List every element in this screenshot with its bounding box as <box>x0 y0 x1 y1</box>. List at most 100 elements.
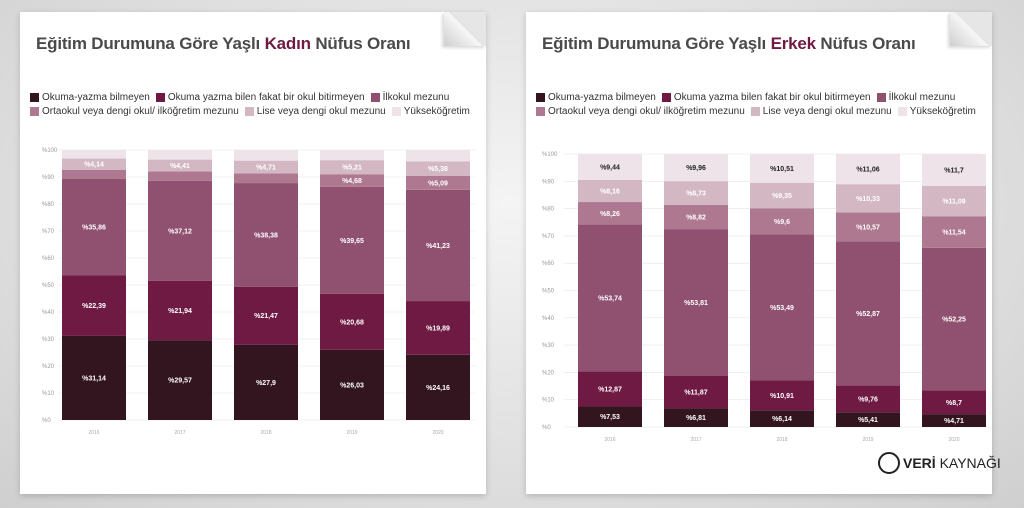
y-tick-label: %40 <box>42 310 55 316</box>
bar-segment <box>320 174 384 187</box>
legend-label: Okuma yazma bilen fakat bir okul bitirme… <box>167 92 365 103</box>
bar-segment <box>836 241 900 386</box>
bar-segment <box>148 180 212 281</box>
bar-data-label: %38,38 <box>254 232 278 239</box>
bar-data-label: %4,14 <box>84 162 104 169</box>
legend-female: Okuma-yazma bilmeyen Okuma yazma bilen fa… <box>30 92 480 117</box>
legend-label: Ortaokul veya dengi okul/ ilköğretim mez… <box>42 106 239 117</box>
title-highlight: Erkek <box>770 34 817 53</box>
x-category-label: 2017 <box>690 437 701 443</box>
bar-segment <box>234 183 298 287</box>
bar-data-label: %11,7 <box>944 167 964 174</box>
bar-segment <box>62 178 126 276</box>
stacked-bar-chart-female: %0 %10 %20 %30 %40 %50 %60 %70 %80 %90 %100 %31,14%… <box>42 148 475 436</box>
bar-data-label: %26,03 <box>340 382 364 389</box>
bar-data-label: %21,94 <box>168 308 192 315</box>
bar-data-label: %10,33 <box>856 196 880 203</box>
x-category-label: 2016 <box>604 437 615 443</box>
bar-segment <box>406 301 470 355</box>
title-highlight: Kadın <box>264 34 311 53</box>
y-tick-label: %50 <box>542 289 555 295</box>
y-tick-label: %80 <box>42 202 55 208</box>
legend-item: Yükseköğretim <box>391 106 470 117</box>
x-category-label: 2016 <box>88 430 99 436</box>
bar-data-label: %8,16 <box>600 188 620 195</box>
bar-data-label: %11,54 <box>942 229 965 236</box>
bar-data-label: %8,7 <box>946 400 962 407</box>
bar-data-label: %53,49 <box>770 305 794 312</box>
bar-data-label: %5,09 <box>428 180 448 187</box>
bar-data-label: %5,41 <box>858 417 878 424</box>
bar-data-label: %27,9 <box>256 380 276 387</box>
legend-swatch <box>876 93 886 102</box>
y-tick-label: %80 <box>542 207 555 213</box>
y-tick-label: %60 <box>42 256 55 262</box>
bar-data-label: %12,87 <box>598 386 622 393</box>
bar-data-label: %4,71 <box>944 418 964 425</box>
bar-data-label: %6,81 <box>686 415 706 422</box>
legend-label: Yükseköğretim <box>909 106 976 117</box>
legend-item: Lise veya dengi okul mezunu <box>750 106 892 117</box>
veri-kaynagi-logo: VERİ KAYNAĞI <box>878 452 1001 474</box>
legend-swatch <box>391 107 401 116</box>
y-tick-label: %90 <box>42 175 55 181</box>
bar-segment <box>406 176 470 190</box>
bar-segment <box>62 335 126 420</box>
y-tick-label: %50 <box>42 283 55 289</box>
logo-ring-icon <box>878 452 900 474</box>
x-category-label: 2020 <box>432 430 443 436</box>
bar-segment <box>836 184 900 213</box>
bar-segment <box>836 154 900 185</box>
y-tick-label: %10 <box>542 398 555 404</box>
bar-data-label: %31,14 <box>82 375 106 382</box>
bar-data-label: %4,68 <box>342 178 362 185</box>
chart-title-female: Eğitim Durumuna Göre Yaşlı Kadın Nüfus O… <box>36 34 411 54</box>
legend-label: İlkokul mezunu <box>382 92 450 103</box>
bar-data-label: %29,57 <box>168 378 192 385</box>
bar-data-label: %10,57 <box>856 224 880 231</box>
legend-label: Okuma-yazma bilmeyen <box>42 92 150 103</box>
bar-segment <box>320 160 384 175</box>
bar-segment <box>406 354 470 420</box>
bar-segment <box>406 189 470 302</box>
bar-data-label: %11,06 <box>856 167 879 174</box>
bar-segment <box>406 161 470 177</box>
bar-segment <box>234 150 298 161</box>
bar-segment <box>750 234 814 381</box>
bar-segment <box>836 385 900 413</box>
bar-data-label: %8,73 <box>686 191 706 198</box>
bar-data-label: %52,87 <box>856 311 880 318</box>
bar-data-label: %19,89 <box>426 325 450 332</box>
bar-segment <box>750 380 814 411</box>
title-suffix: Nüfus Oranı <box>310 34 411 53</box>
page-curl-decoration <box>950 12 992 46</box>
bar-data-label: %22,39 <box>82 303 106 310</box>
bar-segment <box>320 186 384 294</box>
bar-segment <box>664 408 728 427</box>
legend-swatch <box>661 93 671 102</box>
chart-title-male: Eğitim Durumuna Göre Yaşlı Erkek Nüfus O… <box>542 34 916 54</box>
bar-data-label: %37,12 <box>168 228 192 235</box>
bar-data-label: %24,16 <box>426 385 450 392</box>
x-category-label: 2019 <box>346 430 357 436</box>
y-tick-label: %70 <box>42 229 55 235</box>
bar-segment <box>922 216 986 248</box>
x-category-label: 2019 <box>862 437 873 443</box>
bar-segment <box>148 159 212 172</box>
bar-data-label: %52,25 <box>942 317 966 324</box>
bar-data-label: %8,82 <box>686 215 706 222</box>
legend-item: Okuma yazma bilen fakat bir okul bitirme… <box>661 92 871 103</box>
legend-swatch <box>750 107 760 116</box>
legend-label: Okuma yazma bilen fakat bir okul bitirme… <box>673 92 871 103</box>
bar-segment <box>234 344 298 420</box>
bar-data-label: %11,87 <box>684 390 707 397</box>
chart-card-female: Eğitim Durumuna Göre Yaşlı Kadın Nüfus O… <box>20 12 486 494</box>
bar-segment <box>664 229 728 377</box>
bar-segment <box>320 293 384 350</box>
bar-data-label: %9,96 <box>686 165 706 172</box>
legend-label: Okuma-yazma bilmeyen <box>548 92 656 103</box>
legend-label: Yükseköğretim <box>403 106 470 117</box>
bar-segment <box>578 371 642 407</box>
title-suffix: Nüfus Oranı <box>815 34 916 53</box>
bar-data-label: %5,38 <box>428 166 448 173</box>
